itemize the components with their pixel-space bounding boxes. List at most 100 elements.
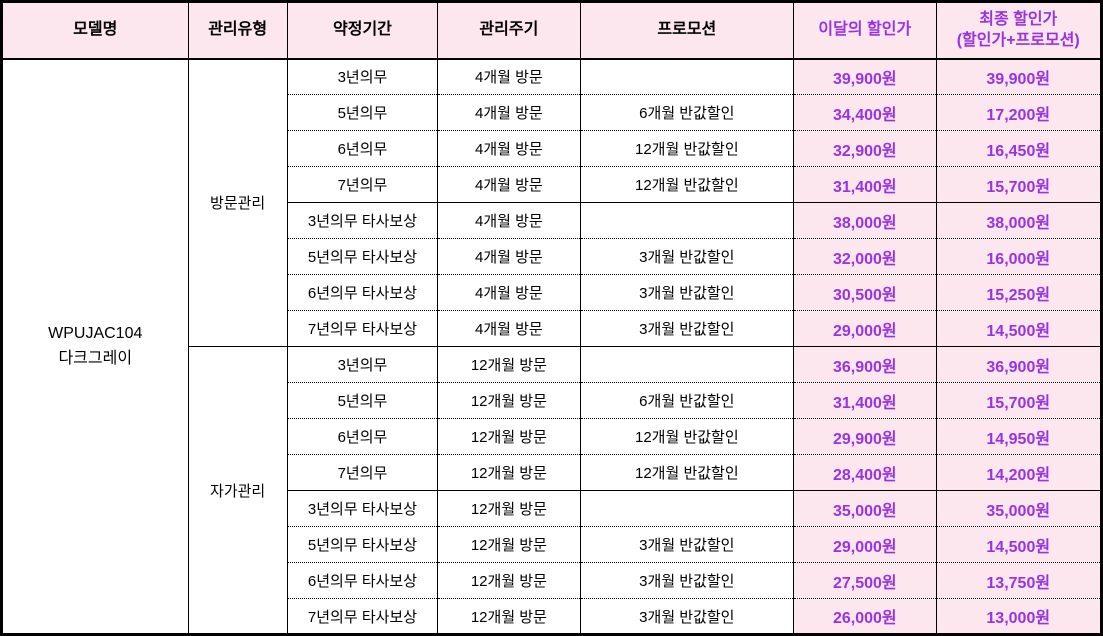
header-visit-cycle: 관리주기	[437, 1, 581, 60]
visit-cycle-cell: 4개월 방문	[437, 58, 581, 95]
contract-period-cell: 3년의무	[286, 346, 438, 383]
table-row: 5년의무 12개월 방문 6개월 반값할인 31,400원 15,700원	[2, 382, 1102, 419]
table-row: 3년의무 타사보상 12개월 방문 35,000원 35,000원	[2, 490, 1102, 527]
table-row: 6년의무 타사보상 12개월 방문 3개월 반값할인 27,500원 13,750원	[2, 562, 1102, 599]
final-discount-cell: 16,450원	[935, 130, 1102, 167]
contract-period-cell: 3년의무	[286, 58, 438, 95]
monthly-discount-cell: 35,000원	[793, 490, 936, 527]
final-discount-cell: 36,900원	[935, 346, 1102, 383]
visit-cycle-cell: 12개월 방문	[437, 526, 581, 563]
final-discount-cell: 17,200원	[935, 94, 1102, 131]
final-discount-cell: 14,200원	[935, 454, 1102, 491]
table-row: 6년의무 12개월 방문 12개월 반값할인 29,900원 14,950원	[2, 418, 1102, 455]
contract-period-cell: 3년의무 타사보상	[286, 490, 438, 527]
table-row: 3년의무 타사보상 4개월 방문 38,000원 38,000원	[2, 202, 1102, 239]
monthly-discount-cell: 26,000원	[793, 598, 936, 635]
contract-period-cell: 5년의무	[286, 94, 438, 131]
final-discount-cell: 15,250원	[935, 274, 1102, 311]
table-row: 6년의무 4개월 방문 12개월 반값할인 32,900원 16,450원	[2, 130, 1102, 167]
contract-period-cell: 6년의무	[286, 130, 438, 167]
final-discount-cell: 14,500원	[935, 526, 1102, 563]
promotion-cell	[579, 490, 794, 527]
header-row: 모델명 관리유형 약정기간 관리주기 프로모션 이달의 할인가 최종 할인가 (할인가+프로…	[1, 1, 1102, 60]
contract-period-cell: 6년의무	[286, 418, 438, 455]
promotion-cell: 12개월 반값할인	[579, 418, 794, 455]
table-row: 5년의무 4개월 방문 6개월 반값할인 34,400원 17,200원	[2, 94, 1102, 131]
promotion-cell	[579, 58, 794, 95]
final-discount-cell: 13,000원	[935, 598, 1102, 635]
promotion-cell: 12개월 반값할인	[579, 166, 794, 203]
table-row: 7년의무 타사보상 12개월 방문 3개월 반값할인 26,000원 13,000원	[2, 598, 1102, 635]
visit-cycle-cell: 4개월 방문	[437, 202, 581, 239]
monthly-discount-cell: 31,400원	[793, 166, 936, 203]
visit-cycle-cell: 4개월 방문	[437, 94, 581, 131]
table-row: 5년의무 타사보상 12개월 방문 3개월 반값할인 29,000원 14,500원	[2, 526, 1102, 563]
promotion-cell: 3개월 반값할인	[579, 598, 794, 635]
promotion-cell: 6개월 반값할인	[579, 94, 794, 131]
promotion-cell	[579, 202, 794, 239]
final-discount-cell: 38,000원	[935, 202, 1102, 239]
header-final-discount: 최종 할인가 (할인가+프로모션)	[935, 1, 1102, 60]
final-discount-cell: 15,700원	[935, 166, 1102, 203]
monthly-discount-cell: 38,000원	[793, 202, 936, 239]
table-row: WPUJAC104 다크그레이 방문관리 3년의무 4개월 방문 39,900원 39,90…	[1, 58, 1102, 635]
model-name-cell: WPUJAC104 다크그레이	[1, 58, 188, 635]
promotion-cell: 3개월 반값할인	[579, 274, 794, 311]
table-body: WPUJAC104 다크그레이 방문관리 3년의무 4개월 방문 39,900원 39,90…	[1, 58, 1102, 635]
monthly-discount-cell: 36,900원	[793, 346, 936, 383]
final-discount-cell: 39,900원	[935, 58, 1102, 95]
promotion-cell: 3개월 반값할인	[579, 526, 794, 563]
header-management-type: 관리유형	[187, 1, 288, 60]
visit-cycle-cell: 4개월 방문	[437, 130, 581, 167]
table-header: 모델명 관리유형 약정기간 관리주기 프로모션 이달의 할인가 최종 할인가 (할인가+프로…	[1, 1, 1102, 60]
header-model: 모델명	[1, 1, 188, 60]
monthly-discount-cell: 29,900원	[793, 418, 936, 455]
contract-period-cell: 5년의무 타사보상	[286, 238, 438, 275]
table-row: 7년의무 4개월 방문 12개월 반값할인 31,400원 15,700원	[2, 166, 1102, 203]
monthly-discount-cell: 32,000원	[793, 238, 936, 275]
visit-cycle-cell: 12개월 방문	[437, 346, 581, 383]
visit-cycle-cell: 12개월 방문	[437, 598, 581, 635]
table-row: 5년의무 타사보상 4개월 방문 3개월 반값할인 32,000원 16,000원	[2, 238, 1102, 275]
header-monthly-discount: 이달의 할인가	[793, 1, 936, 60]
contract-period-cell: 5년의무	[286, 382, 438, 419]
visit-cycle-cell: 4개월 방문	[437, 238, 581, 275]
visit-cycle-cell: 4개월 방문	[437, 274, 581, 311]
table-row: 7년의무 타사보상 4개월 방문 3개월 반값할인 29,000원 14,500원	[2, 310, 1102, 347]
visit-cycle-cell: 12개월 방문	[437, 490, 581, 527]
monthly-discount-cell: 29,000원	[793, 526, 936, 563]
table-row: 6년의무 타사보상 4개월 방문 3개월 반값할인 30,500원 15,250원	[2, 274, 1102, 311]
monthly-discount-cell: 31,400원	[793, 382, 936, 419]
contract-period-cell: 6년의무 타사보상	[286, 274, 438, 311]
final-discount-cell: 14,950원	[935, 418, 1102, 455]
promotion-cell: 12개월 반값할인	[579, 454, 794, 491]
contract-period-cell: 7년의무 타사보상	[286, 310, 438, 347]
monthly-discount-cell: 28,400원	[793, 454, 936, 491]
promotion-cell	[579, 346, 794, 383]
promotion-cell: 6개월 반값할인	[579, 382, 794, 419]
contract-period-cell: 7년의무 타사보상	[286, 598, 438, 635]
visit-cycle-cell: 12개월 방문	[437, 382, 581, 419]
promotion-cell: 3개월 반값할인	[579, 310, 794, 347]
final-discount-cell: 14,500원	[935, 310, 1102, 347]
management-type-cell: 방문관리	[187, 58, 288, 347]
contract-period-cell: 7년의무	[286, 166, 438, 203]
model-name: WPUJAC104	[48, 324, 143, 342]
table-row: 7년의무 12개월 방문 12개월 반값할인 28,400원 14,200원	[2, 454, 1102, 491]
final-discount-cell: 35,000원	[935, 490, 1102, 527]
model-variant: 다크그레이	[58, 350, 133, 368]
visit-cycle-cell: 12개월 방문	[437, 562, 581, 599]
contract-period-cell: 7년의무	[286, 454, 438, 491]
monthly-discount-cell: 39,900원	[793, 58, 936, 95]
visit-cycle-cell: 4개월 방문	[437, 310, 581, 347]
contract-period-cell: 5년의무 타사보상	[286, 526, 438, 563]
promotion-cell: 3개월 반값할인	[579, 562, 794, 599]
visit-cycle-cell: 12개월 방문	[437, 418, 581, 455]
table-row: 자가관리 3년의무 12개월 방문 36,900원 36,900원	[2, 346, 1102, 635]
monthly-discount-cell: 29,000원	[793, 310, 936, 347]
monthly-discount-cell: 27,500원	[793, 562, 936, 599]
promotion-cell: 3개월 반값할인	[579, 238, 794, 275]
contract-period-cell: 3년의무 타사보상	[286, 202, 438, 239]
